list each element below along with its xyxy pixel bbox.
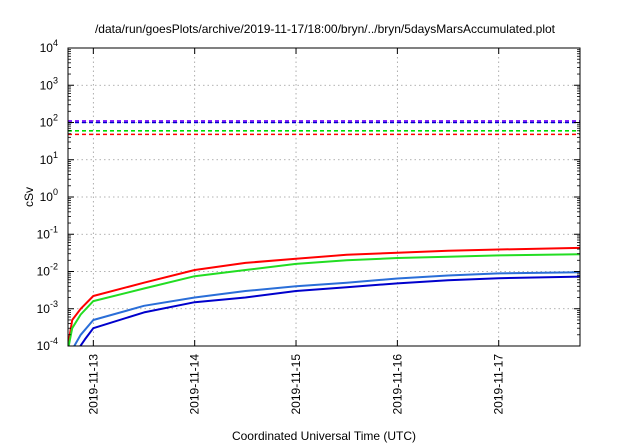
y-axis-label: cSv — [22, 187, 36, 207]
x-axis-label: Coordinated Universal Time (UTC) — [232, 429, 416, 443]
y-axis: 10-4 10-3 10-2 10-1 100 101 102 103 104 — [37, 38, 580, 353]
y-tick-label: 100 — [40, 187, 58, 204]
y-tick-label: 10-3 — [37, 299, 58, 316]
y-tick-label: 102 — [40, 113, 58, 130]
y-tick-label: 10-4 — [37, 336, 58, 353]
x-tick-label: 2019-11-17 — [492, 354, 506, 415]
y-tick-label: 101 — [40, 150, 58, 167]
y-tick-label: 104 — [40, 38, 58, 55]
x-tick-label: 2019-11-15 — [289, 354, 303, 415]
series-line — [68, 246, 580, 346]
plot-area — [68, 48, 580, 346]
threshold-lines — [68, 120, 580, 136]
x-tick-label: 2019-11-16 — [390, 354, 404, 415]
y-tick-label: 103 — [40, 75, 58, 92]
series-line — [73, 271, 580, 346]
x-tick-label: 2019-11-13 — [86, 354, 100, 415]
series-line — [79, 275, 580, 346]
y-tick-label: 10-1 — [37, 224, 58, 241]
series-line — [68, 253, 580, 346]
series-lines — [68, 246, 580, 346]
y-tick-label: 10-2 — [37, 262, 58, 279]
x-axis: 2019-11-13 2019-11-14 2019-11-15 2019-11-16… — [86, 48, 506, 415]
chart-title: /data/run/goesPlots/archive/2019-11-17/1… — [95, 22, 556, 36]
x-tick-label: 2019-11-14 — [188, 354, 202, 415]
